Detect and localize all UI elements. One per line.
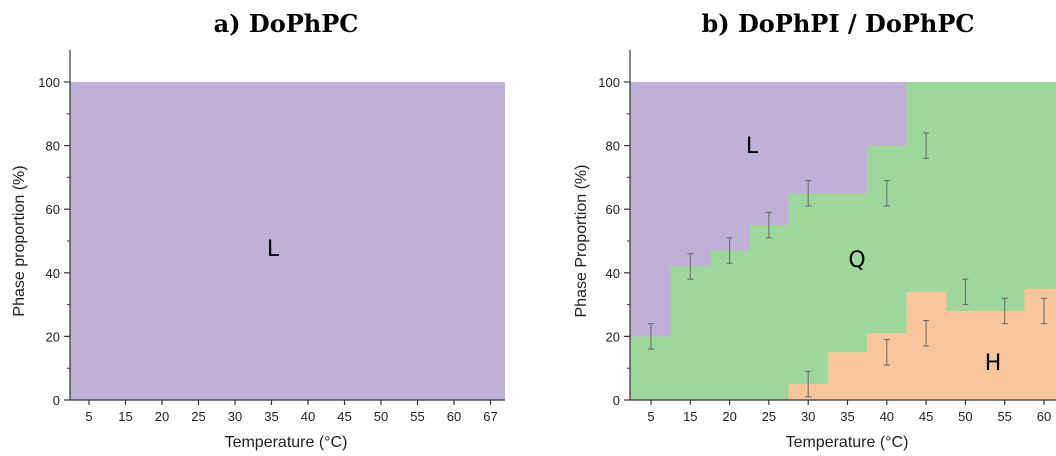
panel-b-error-bar [726,237,733,264]
panel-a-y-tick-label: 0 [53,393,60,408]
panel-b-error-bar [648,323,654,350]
panel-a-y-tick-label: 100 [38,75,60,90]
panel-b-x-tick-label: 20 [722,409,736,424]
panel-a-x-tick-label: 60 [447,409,461,424]
panel-b-x-axis-label: Temperature (°C) [786,434,909,451]
panel-a-y-tick-label: 80 [46,139,60,154]
panel-b-x-tick-label: 25 [762,409,776,424]
panel-b-region-H-step [1024,288,1056,400]
panel-a-x-axis-label: Temperature (°C) [225,434,348,451]
panel-b-x-tick-label: 55 [997,409,1011,424]
panel-a-x-tick-label: 20 [155,409,169,424]
panel-b-error-bar [687,253,694,280]
panel-a-x-tick-label: 15 [118,409,132,424]
panel-b-error-bar [962,278,969,306]
panel-b-x-tick-label: 15 [683,409,697,424]
panel-b-x-tick-label: 50 [958,409,972,424]
panel-a-region-label-lamellar: L [267,237,280,262]
panel-b-y-tick-label: 0 [613,393,620,408]
panel-b-x-tick-label: 35 [840,409,854,424]
panel-b-region-Q-step [670,266,711,400]
panel-a-x-tick-label: 40 [301,409,315,424]
panel-a-lamellar-region [70,82,505,400]
panel-b-region-H-step [945,310,986,400]
panel-b-region-Q-step [749,225,790,400]
panel-b-region-Q-step [788,193,829,400]
panel-b-y-tick-label: 20 [606,329,620,344]
panel-a-x-tick-label: 50 [374,409,388,424]
panel-b-x-tick-label: 30 [801,409,815,424]
panel-b-title: b) DoPhPI / DoPhPC [701,9,974,38]
panel-b-error-bar [1041,297,1047,325]
panel-b-y-tick-label: 80 [606,139,620,154]
panel-a-x-tick-label: 35 [264,409,278,424]
panel-a-x-tick-label: 67 [483,409,497,424]
panel-b: b) DoPhPI / DoPhPC 0 20 40 60 80 100 5 15 20 25 30… [573,9,1056,451]
panel-a-x-tick-label: 5 [85,409,92,424]
panel-a-x-tick-label: 30 [228,409,242,424]
panel-b-x-tick-label: 45 [919,409,933,424]
panel-b-y-axis-label: Phase Proportion (%) [573,165,590,318]
panel-b-region-H-step [827,352,868,400]
panel-b-region-label-lamellar: L [746,134,759,159]
panel-a-x-tick-label: 55 [410,409,424,424]
panel-a: a) DoPhPC 0 20 40 60 80 100 5 15 20 25 30 35 40 45 50 5… [11,9,505,451]
panel-b-error-bar [923,132,930,159]
panel-b-error-bar [765,211,772,239]
panel-b-y-tick-label: 100 [598,75,620,90]
panel-b-region-label-cubic: Q [848,248,865,273]
panel-b-error-bar [805,180,812,207]
panel-b-y-tick-label: 60 [606,202,620,217]
panel-b-error-bar [883,339,890,366]
panel-b-x-tick-label: 40 [880,409,894,424]
panel-b-region-Q-step [709,250,750,400]
panel-b-region-H-step [985,310,1025,400]
panel-b-y-tick-label: 40 [606,266,620,281]
panel-a-y-tick-label: 60 [46,202,60,217]
panel-a-y-tick-label: 20 [46,329,60,344]
panel-a-y-axis-label: Phase proportion (%) [11,165,28,316]
panel-b-region-label-hexagonal: H [985,351,1002,376]
panel-a-x-tick-label: 45 [337,409,351,424]
panel-a-x-tick-label: 25 [191,409,205,424]
panel-b-error-bar [805,370,812,398]
panel-a-title: a) DoPhPC [214,9,359,38]
panel-b-x-tick-label: 5 [647,409,654,424]
panel-b-error-bar [1001,297,1008,325]
panel-b-x-tick-label: 60 [1037,409,1051,424]
panel-b-error-bar [923,320,930,347]
panel-a-y-tick-label: 40 [46,266,60,281]
panel-b-error-bar [883,180,890,207]
